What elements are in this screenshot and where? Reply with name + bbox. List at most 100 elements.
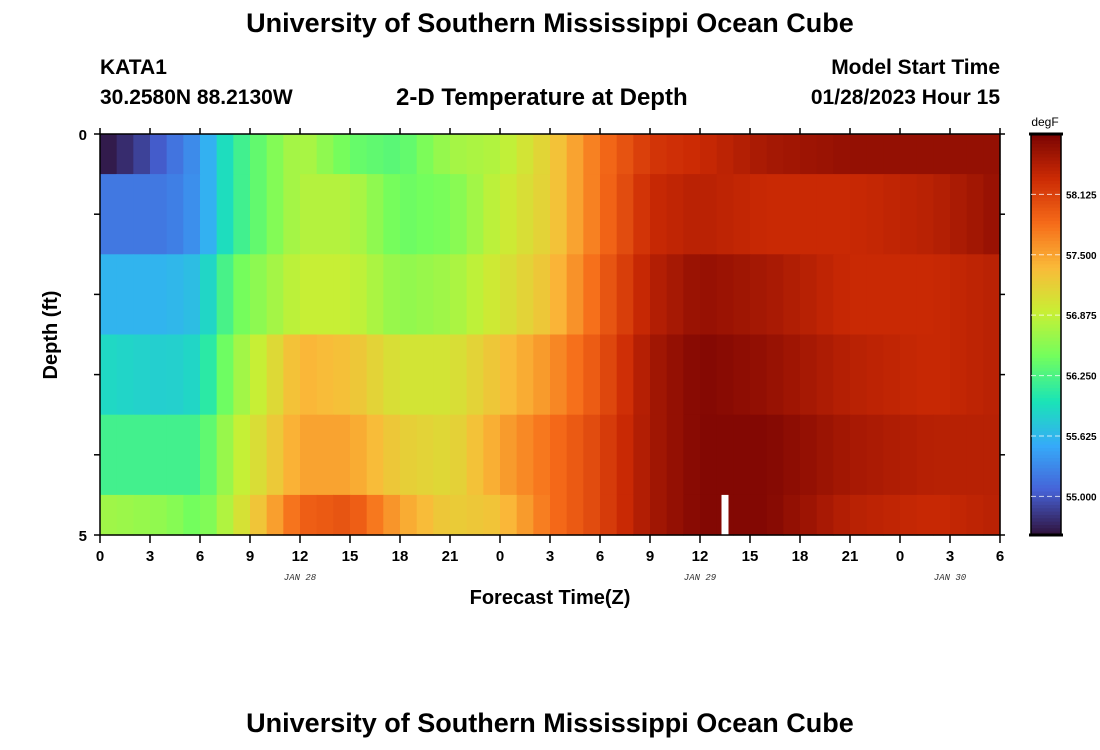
y-tick-label: 5	[79, 528, 87, 545]
heatmap-cell	[416, 414, 434, 496]
colorbar-segment	[1031, 377, 1061, 382]
colorbar-segment	[1031, 244, 1061, 249]
colorbar-segment	[1031, 481, 1061, 486]
heatmap-cell	[133, 494, 151, 536]
heatmap-cell	[866, 134, 884, 175]
heatmap-cell	[216, 254, 234, 336]
heatmap-cell	[450, 414, 468, 496]
heatmap-cell	[983, 494, 1001, 536]
colorbar-segment	[1031, 164, 1061, 169]
colorbar-segment	[1031, 301, 1061, 306]
heatmap-cell	[616, 254, 634, 336]
heatmap-cell	[433, 254, 451, 336]
heatmap-cell	[450, 494, 468, 536]
heatmap-cell	[483, 494, 501, 536]
heatmap-cell	[483, 414, 501, 496]
heatmap-cell	[150, 254, 168, 336]
heatmap-cell	[866, 254, 884, 336]
x-tick-label: 6	[196, 548, 204, 565]
heatmap-cell	[333, 414, 351, 496]
missing-data-layer	[721, 494, 729, 535]
colorbar-segment	[1031, 468, 1061, 473]
station-id: KATA1	[100, 56, 167, 79]
heatmap-cell	[283, 494, 301, 536]
heatmap-cell	[200, 494, 218, 536]
heatmap-cell	[266, 414, 284, 496]
colorbar-segment	[1031, 277, 1061, 282]
heatmap-cell	[466, 254, 484, 336]
heatmap-cell	[750, 414, 768, 496]
heatmap-cell	[533, 134, 551, 175]
heatmap-cell	[100, 414, 118, 496]
heatmap-cell	[350, 174, 368, 255]
heatmap-cell	[766, 134, 784, 175]
colorbar-segment	[1031, 327, 1061, 332]
station-coordinates: 30.2580N 88.2130W	[100, 86, 293, 109]
heatmap-cell	[883, 254, 901, 336]
x-tick-label: 6	[596, 548, 604, 565]
heatmap-cell	[116, 414, 134, 496]
colorbar-segment	[1031, 498, 1061, 503]
colorbar-segment	[1031, 324, 1061, 329]
heatmap-cell	[850, 254, 868, 336]
heatmap-cell	[333, 494, 351, 536]
heatmap-cell	[883, 414, 901, 496]
heatmap-cell	[533, 414, 551, 496]
heatmap-cell	[883, 174, 901, 255]
heatmap-cell	[166, 174, 184, 255]
heatmap-cell	[166, 334, 184, 416]
footer-title: University of Southern Mississippi Ocean…	[246, 708, 854, 738]
heatmap-cell	[966, 494, 984, 536]
heatmap-cell	[816, 254, 834, 336]
heatmap-cell	[250, 174, 268, 255]
heatmap-cell	[483, 254, 501, 336]
x-tick-label: 21	[442, 548, 459, 565]
heatmap-cell	[133, 174, 151, 255]
heatmap-cell	[833, 254, 851, 336]
colorbar-segment	[1031, 344, 1061, 349]
heatmap-cell	[583, 174, 601, 255]
heatmap-cell	[383, 134, 401, 175]
colorbar-segment	[1031, 391, 1061, 396]
x-tick-label: 0	[896, 548, 904, 565]
heatmap-cell	[233, 134, 251, 175]
heatmap-cell	[400, 134, 418, 175]
heatmap-cell	[916, 174, 934, 255]
heatmap-cell	[966, 414, 984, 496]
colorbar-segment	[1031, 180, 1061, 185]
heatmap-cell	[333, 134, 351, 175]
colorbar-segment	[1031, 351, 1061, 356]
colorbar-segment	[1031, 197, 1061, 202]
heatmap-cell	[166, 414, 184, 496]
heatmap-cell	[666, 254, 684, 336]
heatmap-cell	[400, 254, 418, 336]
heatmap-cell	[516, 334, 534, 416]
heatmap-cell	[233, 414, 251, 496]
heatmap-cell	[450, 174, 468, 255]
heatmap-cell	[316, 494, 334, 536]
heatmap-cell	[583, 254, 601, 336]
heatmap-cell	[800, 334, 818, 416]
colorbar-segment	[1031, 214, 1061, 219]
heatmap-cell	[183, 254, 201, 336]
heatmap-cell	[866, 414, 884, 496]
heatmap-cell	[466, 334, 484, 416]
heatmap-cell	[700, 174, 718, 255]
heatmap-cell	[750, 134, 768, 175]
heatmap-cell	[500, 174, 518, 255]
heatmap-cell	[900, 174, 918, 255]
heatmap-cell	[700, 134, 718, 175]
heatmap-cell	[100, 494, 118, 536]
heatmap-cell	[616, 174, 634, 255]
colorbar-segment	[1031, 397, 1061, 402]
heatmap-cell	[366, 334, 384, 416]
heatmap-cell	[850, 494, 868, 536]
heatmap-cell	[350, 254, 368, 336]
colorbar-segment	[1031, 418, 1061, 422]
x-tick-label: 18	[392, 548, 409, 565]
heatmap-cell	[683, 334, 701, 416]
date-label: JAN 30	[934, 573, 967, 583]
colorbar-segment	[1031, 494, 1061, 499]
heatmap-cell	[433, 494, 451, 536]
heatmap-cell	[233, 174, 251, 255]
